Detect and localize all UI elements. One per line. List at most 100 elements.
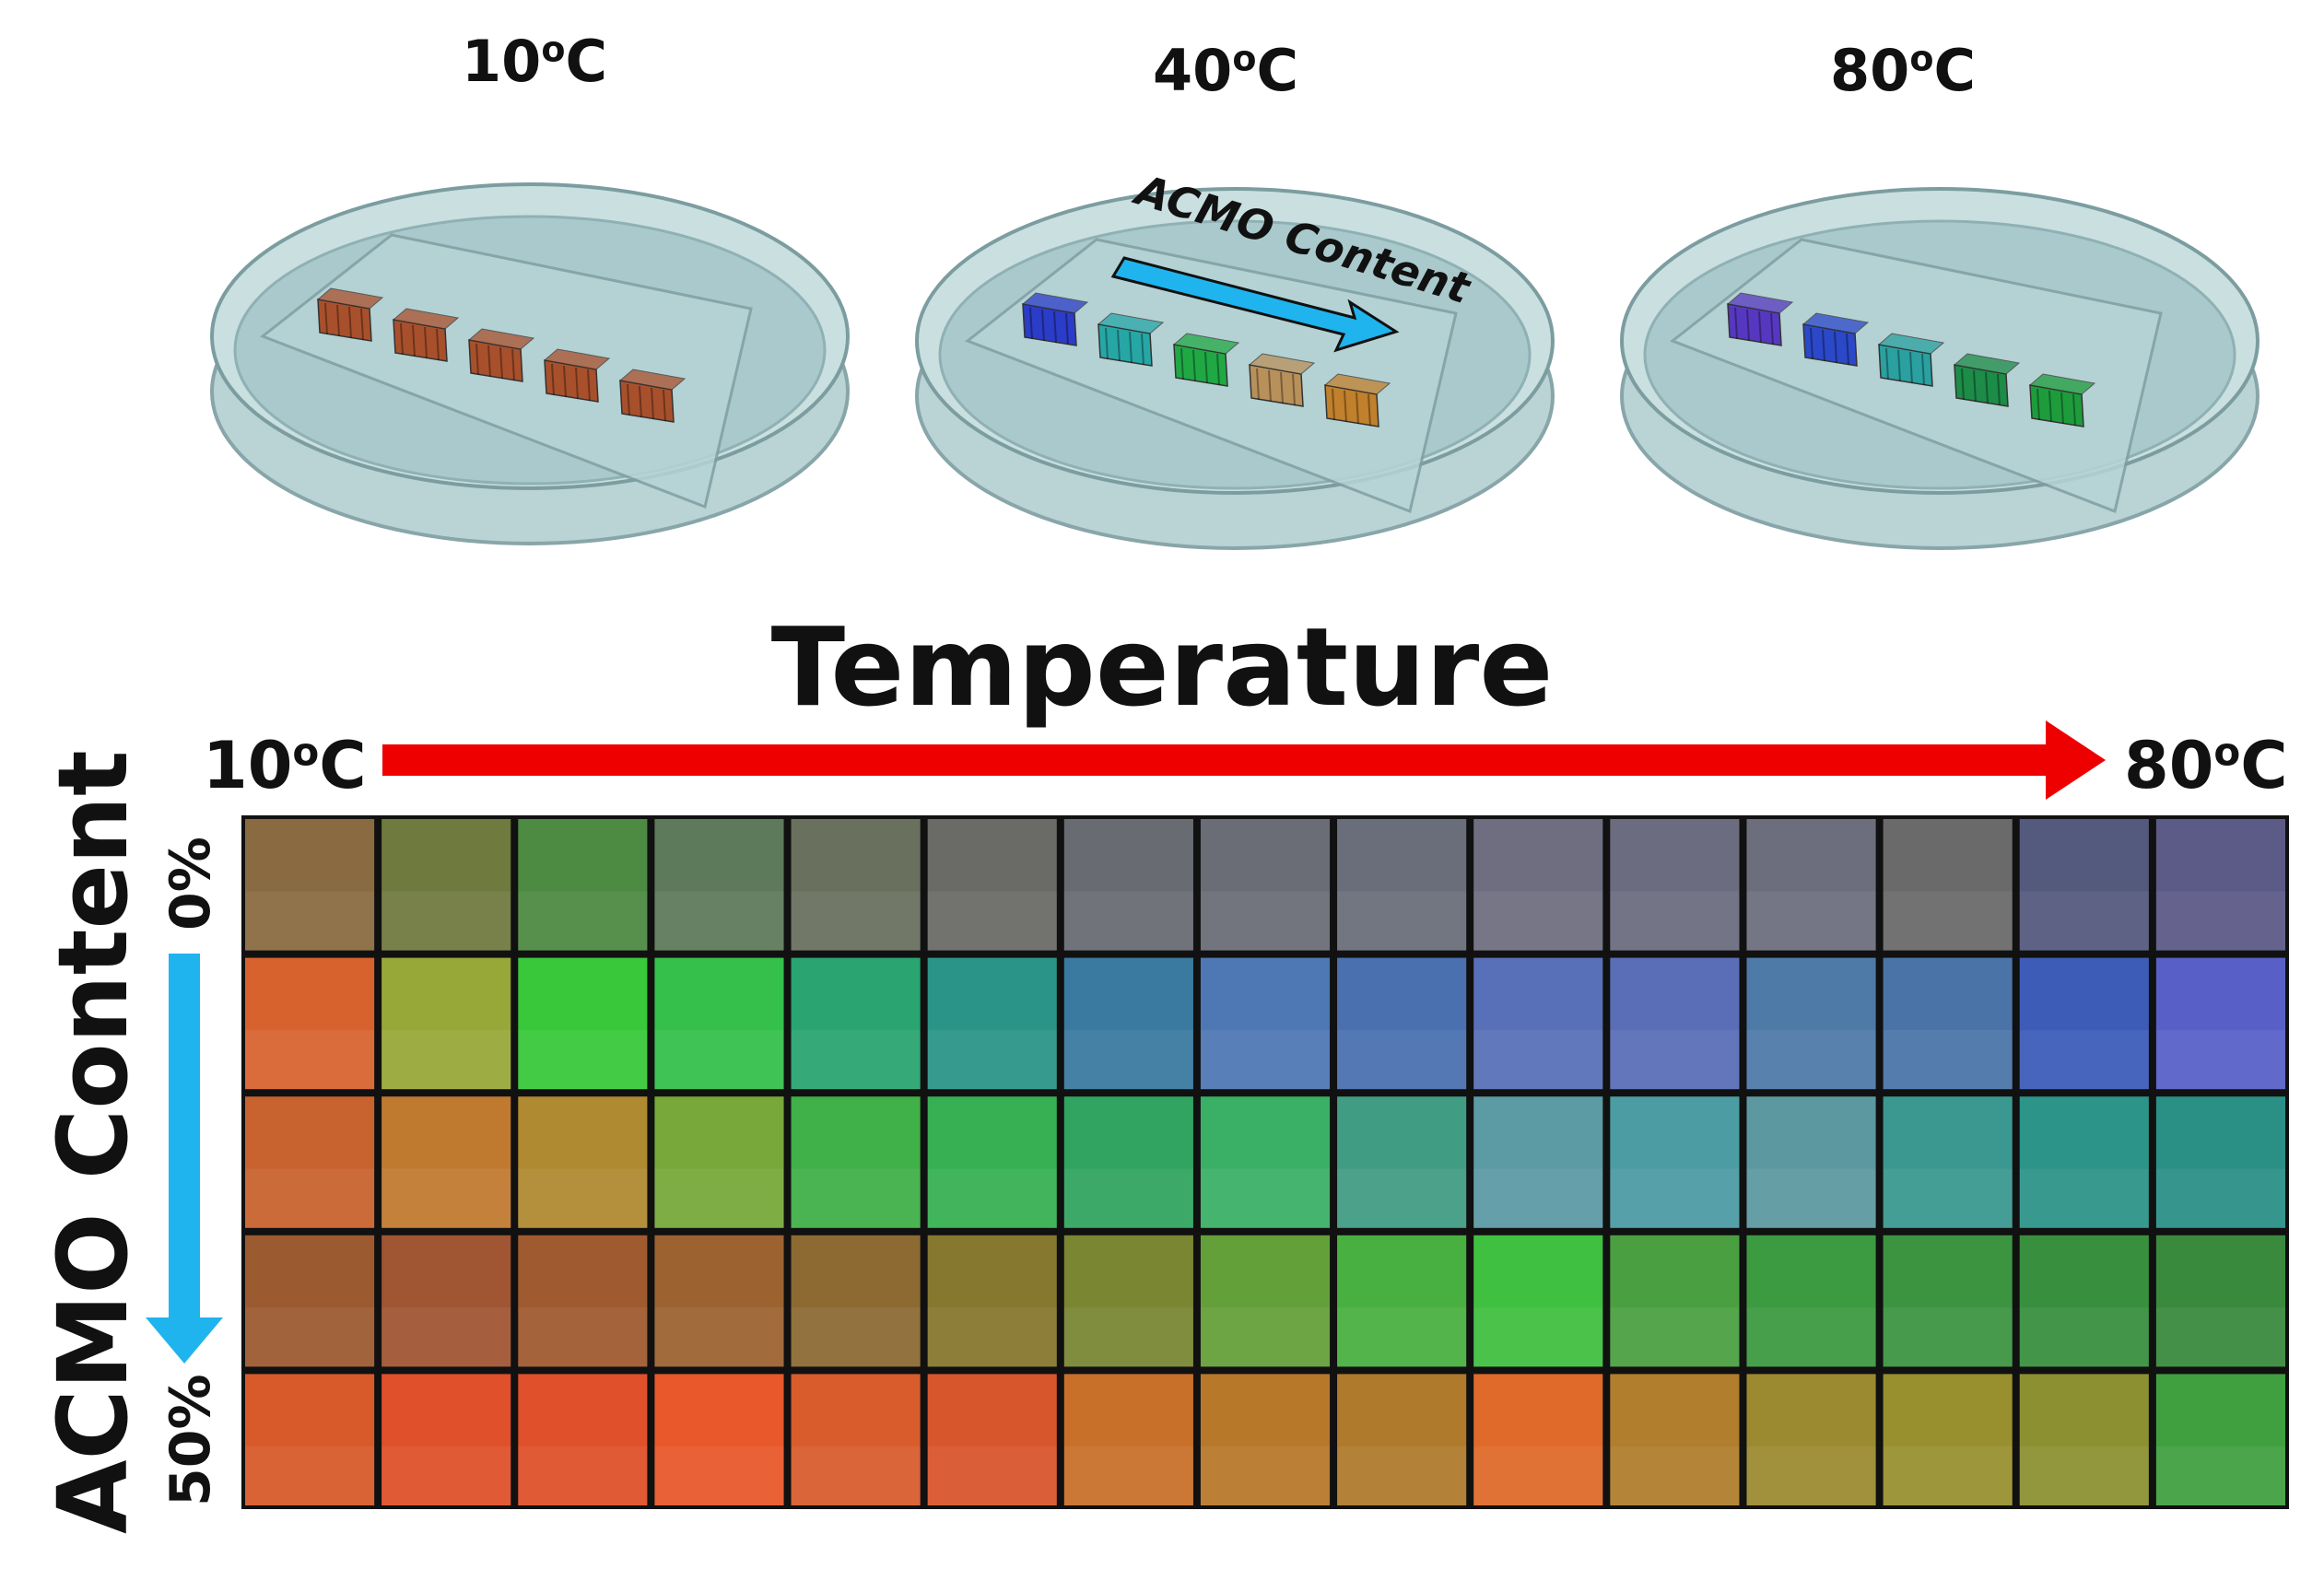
grid-cell	[1473, 957, 1603, 1090]
temperature-arrow	[382, 720, 2106, 800]
grid-cell-sheen	[2155, 1307, 2285, 1367]
sample-top	[467, 328, 535, 350]
grid-cell-sheen	[1473, 1168, 1603, 1228]
grid-cell	[1200, 1235, 1331, 1367]
grid-cell-sheen	[245, 1030, 375, 1090]
grid-cell-sheen	[1883, 1030, 2013, 1090]
sample-ridge	[563, 365, 567, 398]
sample-ridge	[1921, 353, 1925, 386]
grid-cell-sheen	[1200, 891, 1331, 951]
sample-ridge	[1356, 392, 1359, 425]
sample-ridge	[1065, 312, 1069, 345]
grid-cell-sheen	[927, 1030, 1057, 1090]
grid-cell	[1746, 1096, 1876, 1228]
sample-ridge	[1204, 351, 1208, 384]
grid-cell-sheen	[2155, 1168, 2285, 1228]
grid-cell	[518, 1096, 648, 1228]
petri-dish	[210, 182, 850, 545]
grid-cell-sheen	[1883, 1307, 2013, 1367]
grid-cell	[381, 819, 511, 951]
grid-cell	[1063, 957, 1193, 1090]
grid-cell-sheen	[518, 1446, 648, 1505]
sample-ridge	[1897, 349, 1901, 382]
grid-cell	[1610, 957, 1740, 1090]
sample-ridge	[475, 343, 479, 376]
sample-top	[1021, 292, 1089, 314]
grid-cell-sheen	[1473, 1030, 1603, 1090]
grid-cell	[1746, 957, 1876, 1090]
dish-label-10c: 10oC	[462, 28, 607, 95]
sample-ridge	[2060, 392, 2064, 425]
grid-cell	[791, 1235, 921, 1367]
sample-top	[1323, 373, 1391, 395]
grid-cell	[1610, 1235, 1740, 1367]
grid-cell-sheen	[1200, 1307, 1331, 1367]
sample-ridge	[360, 308, 364, 341]
grid-cell	[2019, 1374, 2149, 1505]
grid-cell-sheen	[1473, 1307, 1603, 1367]
grid-cell	[1200, 957, 1331, 1090]
grid-cell	[381, 1235, 511, 1367]
sample-ridge	[1141, 333, 1144, 366]
grid-cell-sheen	[654, 891, 784, 951]
temperature-title: Temperature	[770, 603, 1554, 731]
grid-cell-sheen	[1200, 1030, 1331, 1090]
grid-cell-sheen	[1200, 1446, 1331, 1505]
hydrogel-sample	[1802, 312, 1870, 367]
sample-top	[543, 348, 611, 370]
grid-cell	[1200, 1374, 1331, 1505]
acmo-arrow	[146, 954, 223, 1364]
grid-cell-sheen	[1337, 1168, 1467, 1228]
sample-ridge	[336, 304, 340, 337]
grid-cell-sheen	[1200, 1168, 1331, 1228]
sample-ridge	[627, 383, 630, 416]
sample-ridge	[1734, 307, 1738, 340]
grid-cell-sheen	[245, 1446, 375, 1505]
grid-cell	[1883, 1096, 2013, 1228]
sample-ridge	[639, 385, 642, 418]
grid-cell	[654, 1096, 784, 1228]
grid-cell-sheen	[1063, 1030, 1193, 1090]
grid-cell-sheen	[927, 1168, 1057, 1228]
sample-top	[1097, 312, 1165, 334]
grid-cell-sheen	[1746, 1307, 1876, 1367]
sample-ridge	[1367, 393, 1371, 427]
grid-cell	[2019, 957, 2149, 1090]
grid-cell	[1200, 1096, 1331, 1228]
acmo-arrow-shaft	[169, 954, 200, 1322]
hydrogel-sample	[1021, 292, 1089, 346]
grid-cell-sheen	[927, 891, 1057, 951]
grid-cell-sheen	[654, 1168, 784, 1228]
grid-cell	[1473, 1096, 1603, 1228]
grid-cell	[1883, 819, 2013, 951]
grid-cell	[518, 1235, 648, 1367]
grid-cell-sheen	[1883, 1168, 2013, 1228]
dish-label-40c: 40oC	[1153, 37, 1298, 104]
grid-cell-sheen	[1337, 1307, 1467, 1367]
sample-ridge	[1292, 373, 1296, 406]
dish-label-80c: 80oC	[1830, 37, 1976, 104]
sample-top	[392, 308, 460, 330]
grid-cell	[1610, 819, 1740, 951]
temp-start-label: 10oC	[203, 728, 367, 803]
sample-ridge	[1180, 347, 1184, 381]
hydrogel-sample	[392, 308, 460, 362]
hydrogel-sample	[1097, 312, 1165, 367]
grid-cell-sheen	[927, 1307, 1057, 1367]
grid-cell-sheen	[1610, 1168, 1740, 1228]
hydrogel-sample	[2028, 373, 2096, 427]
grid-cell	[1883, 1374, 2013, 1505]
sample-ridge	[2048, 390, 2052, 423]
grid-cell	[927, 957, 1057, 1090]
grid-cell-sheen	[1746, 1446, 1876, 1505]
sample-ridge	[1256, 368, 1260, 401]
grid-cell-sheen	[654, 1307, 784, 1367]
grid-cell-sheen	[518, 891, 648, 951]
grid-cell-sheen	[1610, 1446, 1740, 1505]
degree-unit: o	[541, 29, 566, 70]
grid-cell-sheen	[654, 1446, 784, 1505]
grid-cell-sheen	[381, 1446, 511, 1505]
grid-cell-sheen	[2019, 1307, 2149, 1367]
grid-cell	[381, 957, 511, 1090]
grid-cell-sheen	[1610, 1307, 1740, 1367]
